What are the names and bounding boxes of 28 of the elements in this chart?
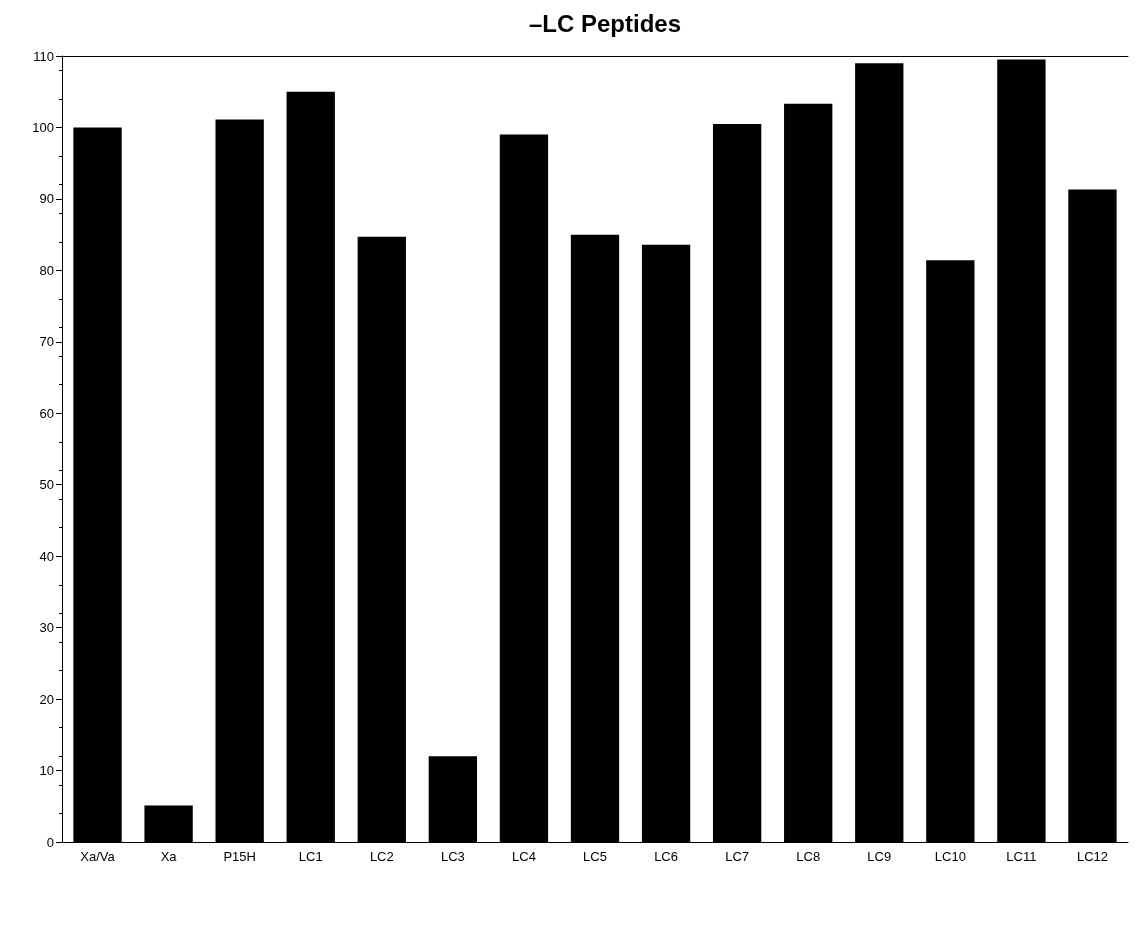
x-tick-label: LC11 [1006,849,1037,864]
x-tick-label: LC6 [654,849,678,864]
y-tick-label: 10 [39,763,54,779]
y-tick-label: 80 [39,262,54,278]
x-tick-label: LC12 [1076,849,1109,864]
x-tick-label: P15H [223,849,256,864]
y-tick-label: 90 [39,191,54,207]
x-tick-label: LC5 [583,849,607,864]
x-tick-label: LC3 [440,849,465,864]
x-tick-label: Xa [160,849,178,864]
x-tick-label: LC7 [725,849,750,864]
x-tick-label: LC9 [867,849,892,864]
y-tick-label: 20 [39,691,54,707]
y-tick-label: 60 [39,405,54,421]
y-tick-label: 110 [33,48,54,64]
y-tick-label: 0 [46,834,54,850]
y-tick-label: 50 [39,477,54,493]
chart-title: –LC Peptides [528,9,682,37]
y-tick-label: 100 [32,119,54,135]
x-tick-label: LC1 [298,849,323,864]
y-tick-label: 40 [39,548,54,564]
x-tick-label: Xa/Va [80,849,116,864]
x-tick-label: LC8 [796,849,821,864]
x-tick-label: LC2 [369,849,394,864]
x-tick-label: LC10 [934,849,966,864]
x-tick-label: LC4 [512,849,536,864]
y-tick-label: 30 [39,620,54,636]
y-tick-label: 70 [39,334,54,350]
